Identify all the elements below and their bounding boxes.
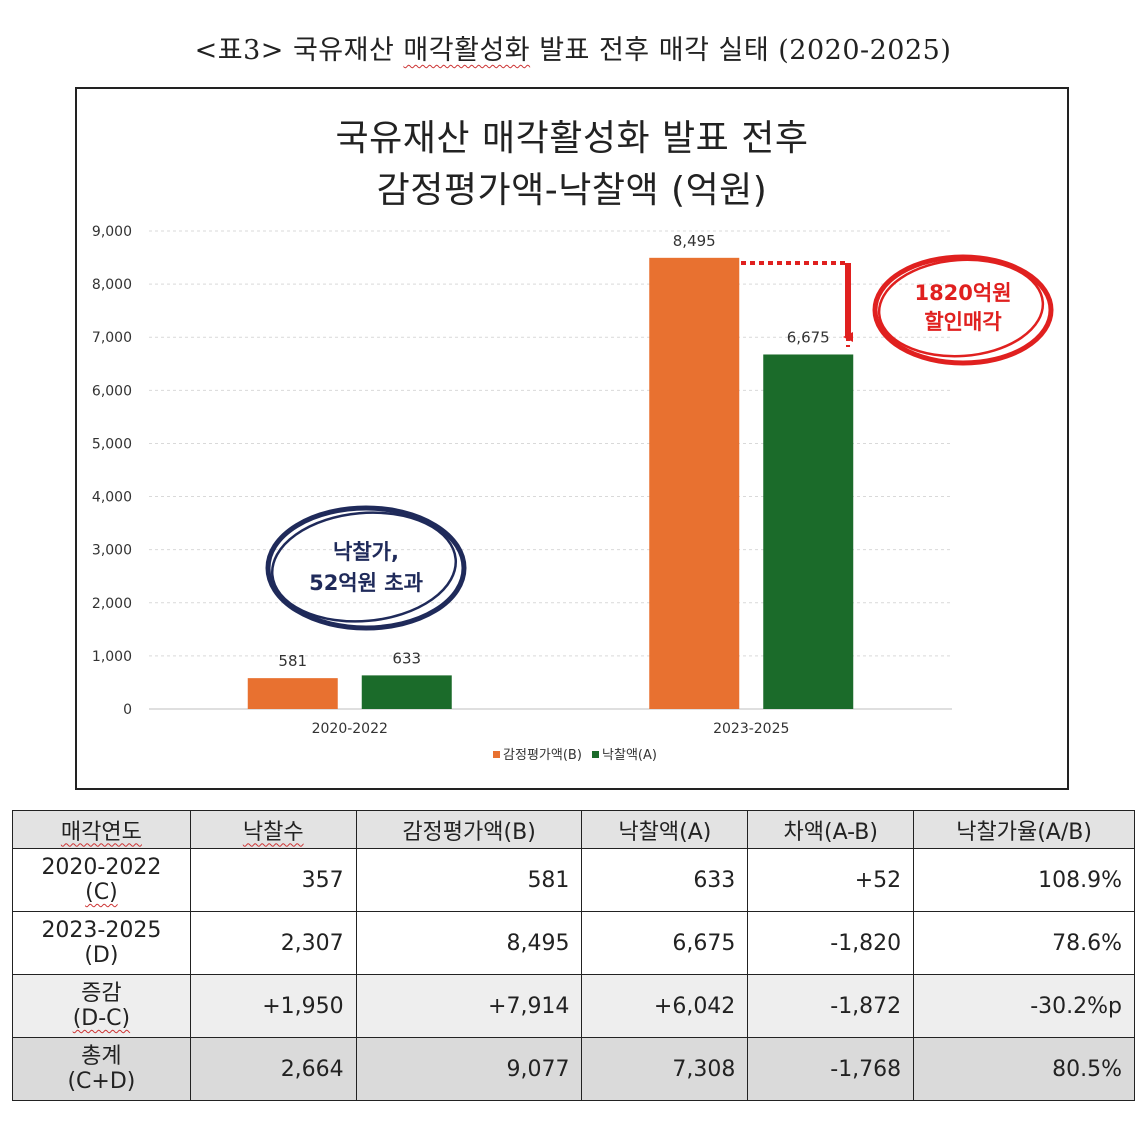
cell-difference: +52 xyxy=(747,848,915,912)
chart-legend: 감정평가액(B) 낙찰액(A) xyxy=(77,744,1067,763)
header-ratio: 낙찰가율(A/B) xyxy=(913,810,1135,849)
cell-count: +1,950 xyxy=(189,974,357,1038)
chart-title-line1: 국유재산 매각활성화 발표 전후 xyxy=(335,118,809,159)
data-labels: 581 633 8,495 6,675 xyxy=(278,232,829,670)
cell-ratio: 108.9% xyxy=(913,848,1135,912)
cell-winning-bid: +6,042 xyxy=(581,974,749,1038)
x-category-label: 2020-2022 xyxy=(312,721,388,737)
cell-winning-bid: 7,308 xyxy=(581,1037,749,1101)
excess-note-line1: 낙찰가, xyxy=(333,540,399,564)
row-label: 2023-2025 (D) xyxy=(12,911,191,975)
excess-annotation: 낙찰가, 52억원 초과 xyxy=(265,505,467,631)
chart-title-line2: 감정평가액-낙찰액 (억원) xyxy=(376,170,768,211)
caption-prefix: <표3> 국유재산 xyxy=(194,35,404,66)
header-winning-bid: 낙찰액(A) xyxy=(581,810,749,849)
data-label: 633 xyxy=(392,649,421,667)
bar-winning-bid xyxy=(361,675,452,709)
header-year: 매각연도 xyxy=(12,810,191,849)
data-label: 6,675 xyxy=(787,328,830,346)
figure-caption: <표3> 국유재산 매각활성화 발표 전후 매각 실태 (2020-2025) xyxy=(0,28,1146,67)
table-header-row: 매각연도 낙찰수 감정평가액(B) 낙찰액(A) 차액(A-B) 낙찰가율(A/… xyxy=(12,810,1135,849)
bar-appraisal xyxy=(649,257,740,709)
cell-difference: -1,820 xyxy=(747,911,915,975)
row-label: 증감 (D-C) xyxy=(12,974,191,1038)
y-tick-label: 8,000 xyxy=(92,277,132,293)
caption-suffix: 발표 전후 매각 실태 (2020-2025) xyxy=(530,35,952,66)
bar-winning-bid xyxy=(763,354,854,709)
cell-difference: -1,872 xyxy=(747,974,915,1038)
cell-winning-bid: 633 xyxy=(581,848,749,912)
bar-chart: 0 1,000 2,000 3,000 4,000 5,000 6,000 7,000 8,00… xyxy=(92,224,1054,737)
legend-swatch-winning-bid xyxy=(592,751,600,758)
cell-count: 357 xyxy=(189,848,357,912)
discount-note-line1: 1820억원 xyxy=(914,281,1011,305)
chart-frame: 국유재산 매각활성화 발표 전후 감정평가액-낙찰액 (억원) 0 1,000 2,… xyxy=(75,87,1069,790)
y-tick-label: 4,000 xyxy=(92,490,132,506)
cell-ratio: 78.6% xyxy=(913,911,1135,975)
y-tick-label: 0 xyxy=(123,702,132,718)
cell-ratio: -30.2%p xyxy=(913,974,1135,1038)
red-circle-outline xyxy=(872,254,1054,366)
blue-circle-outline xyxy=(265,505,467,631)
bar-series xyxy=(247,257,854,709)
y-tick-label: 7,000 xyxy=(92,330,132,346)
table-row: 총계 (C+D) 2,664 9,077 7,308 -1,768 80.5% xyxy=(12,1037,1135,1101)
cell-count: 2,664 xyxy=(189,1037,357,1101)
cell-winning-bid: 6,675 xyxy=(581,911,749,975)
data-label: 581 xyxy=(278,652,307,670)
y-tick-label: 6,000 xyxy=(92,383,132,399)
x-category-label: 2023-2025 xyxy=(713,721,789,737)
y-tick-label: 1,000 xyxy=(92,649,132,665)
legend-label-appraisal: 감정평가액(B) xyxy=(503,748,582,763)
y-tick-label: 3,000 xyxy=(92,543,132,559)
header-count: 낙찰수 xyxy=(189,810,357,849)
discount-note-line2: 할인매각 xyxy=(924,310,1001,334)
table-row: 2020-2022 (C) 357 581 633 +52 108.9% xyxy=(12,848,1135,912)
legend-swatch-appraisal xyxy=(493,751,501,758)
y-axis-ticks: 0 1,000 2,000 3,000 4,000 5,000 6,000 7,000 8,00… xyxy=(92,224,132,718)
table-row: 증감 (D-C) +1,950 +7,914 +6,042 -1,872 -30.… xyxy=(12,974,1135,1038)
summary-table: 매각연도 낙찰수 감정평가액(B) 낙찰액(A) 차액(A-B) 낙찰가율(A/… xyxy=(12,810,1135,1101)
cell-appraisal: +7,914 xyxy=(355,974,583,1038)
cell-appraisal: 9,077 xyxy=(355,1037,583,1101)
legend-label-winning-bid: 낙찰액(A) xyxy=(602,748,657,763)
x-axis-categories: 2020-2022 2023-2025 xyxy=(312,721,790,737)
y-tick-label: 9,000 xyxy=(92,224,132,240)
row-label: 총계 (C+D) xyxy=(12,1037,191,1101)
header-appraisal: 감정평가액(B) xyxy=(355,810,583,849)
header-difference: 차액(A-B) xyxy=(747,810,915,849)
data-label: 8,495 xyxy=(673,232,716,250)
excess-note-line2: 52억원 초과 xyxy=(309,571,423,595)
cell-ratio: 80.5% xyxy=(913,1037,1135,1101)
cell-appraisal: 581 xyxy=(355,848,583,912)
row-label: 2020-2022 (C) xyxy=(12,848,191,912)
discount-annotation: 1820억원 할인매각 xyxy=(741,254,1054,366)
cell-difference: -1,768 xyxy=(747,1037,915,1101)
y-tick-label: 2,000 xyxy=(92,596,132,612)
y-tick-label: 5,000 xyxy=(92,436,132,452)
cell-appraisal: 8,495 xyxy=(355,911,583,975)
caption-underlined: 매각활성화 xyxy=(403,35,531,66)
table-row: 2023-2025 (D) 2,307 8,495 6,675 -1,820 78… xyxy=(12,911,1135,975)
bar-appraisal xyxy=(247,678,338,709)
cell-count: 2,307 xyxy=(189,911,357,975)
